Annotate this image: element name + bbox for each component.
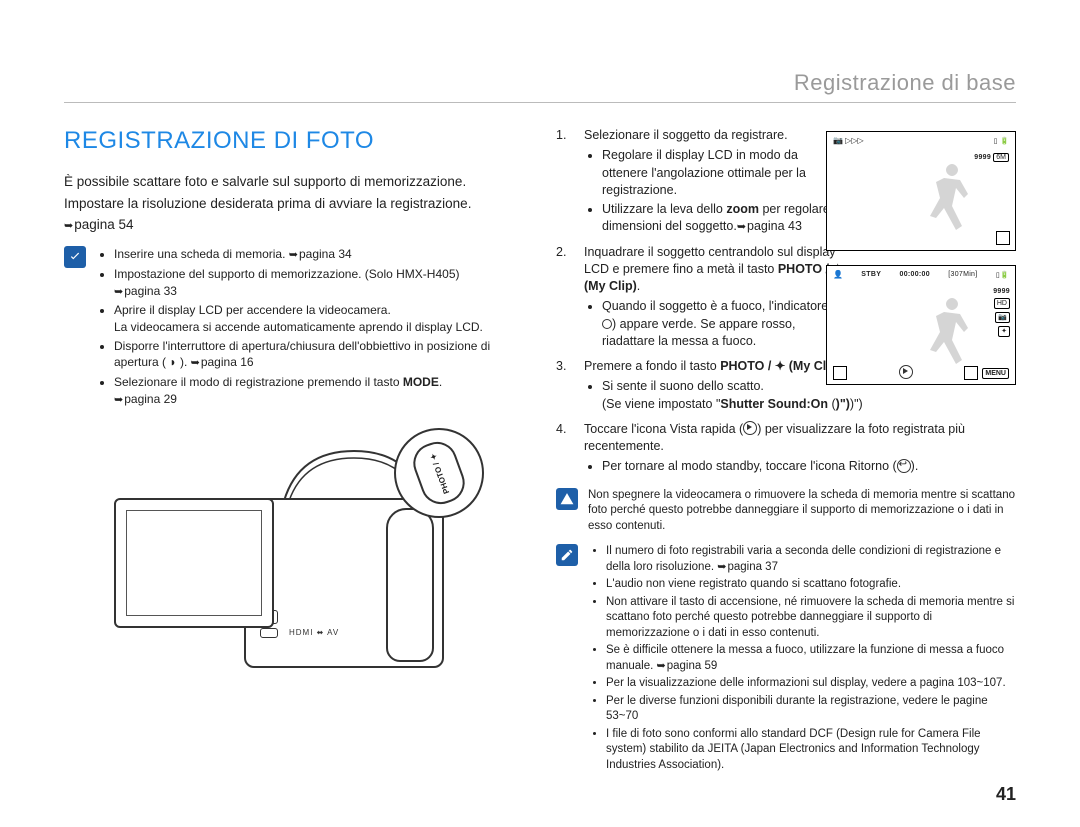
quickview-icon [743,421,757,435]
battery-icon: ▯🔋 [996,271,1009,279]
lcd-photo-mode: 📷 ▷▷▷ ▯ 🔋 9999 6M [826,131,1016,251]
list-item: Non attivare il tasto di accensione, né … [606,595,1016,642]
intro-page-ref: pagina 54 [64,217,524,232]
list-item: I file di foto sono conformi allo standa… [606,727,1016,774]
skater-silhouette [917,290,987,370]
checkmark-icon [64,246,86,268]
pencil-icon [556,544,578,566]
badge-icon: 📷 [995,312,1010,323]
time-counter: 00:00:00 [900,271,930,278]
list-item: Utilizzare la leva dello zoom per regola… [602,201,844,236]
step-4: 4. Toccare l'icona Vista rapida () per v… [556,421,1016,478]
battery-icon: ▯ 🔋 [994,137,1009,145]
badge-icon: ✦ [998,326,1010,337]
quickview-icon [996,231,1010,245]
return-icon [897,459,911,473]
list-item: Se è difficile ottenere la messa a fuoco… [606,643,1016,674]
page-title: REGISTRAZIONE DI FOTO [64,127,524,155]
lcd-previews: 📷 ▷▷▷ ▯ 🔋 9999 6M 👤 STBY 00:00:00 [307 [826,131,1016,399]
notes-block: Il numero di foto registrabili varia a s… [556,544,1016,775]
list-item: Per tornare al modo standby, toccare l'i… [602,458,1016,475]
list-item: L'audio non viene registrato quando si s… [606,577,1016,593]
skater-silhouette [917,156,987,236]
return-icon [833,366,847,380]
precheck-list: Inserire una scheda di memoria. pagina 3… [96,246,524,410]
list-item: Regolare il display LCD in modo da otten… [602,147,844,199]
list-item: Inserire una scheda di memoria. pagina 3… [114,246,524,263]
list-item: Il numero di foto registrabili varia a s… [606,544,1016,575]
badge-icon: HD [994,298,1010,309]
warning-icon [556,488,578,510]
focus-dot-icon [602,319,612,329]
ports-label: HDMI ⬌ AV [289,628,339,637]
quickview-play-icon [899,365,913,379]
list-item: Aprire il display LCD per accendere la v… [114,302,524,336]
right-column: 📷 ▷▷▷ ▯ 🔋 9999 6M 👤 STBY 00:00:00 [307 [556,127,1016,775]
page-number: 41 [996,784,1016,805]
list-item: Per le diverse funzioni disponibili dura… [606,694,1016,725]
remain-label: [307Min] [948,271,977,278]
stby-label: STBY [861,271,881,278]
resolution-badge: 6M [993,153,1009,162]
list-item: Quando il soggetto è a fuoco, l'indicato… [602,298,844,350]
camera-icon: 📷 ▷▷▷ [833,136,864,145]
precheck-block: Inserire una scheda di memoria. pagina 3… [64,246,524,410]
mode-icon: 👤 [833,270,843,279]
notes-list: Il numero di foto registrabili varia a s… [588,544,1016,775]
lcd-video-mode: 👤 STBY 00:00:00 [307Min] ▯🔋 9999 HD 📷 ✦ [826,265,1016,385]
intro-line1: È possibile scattare foto e salvarle sul… [64,173,524,191]
camcorder-illustration: PHOTO / ✦ HDMI ⬌ AV [114,428,474,708]
warning-text: Non spegnere la videocamera o rimuovere … [588,488,1016,535]
photo-button-detail: PHOTO / ✦ [394,428,484,518]
photo-count: 9999 [993,288,1010,295]
list-item: Disporre l'interruttore di apertura/chiu… [114,338,524,372]
section-label: Registrazione di base [64,70,1016,103]
warning-block: Non spegnere la videocamera o rimuovere … [556,488,1016,535]
list-item: Per la visualizzazione delle informazion… [606,676,1016,692]
left-column: REGISTRAZIONE DI FOTO È possibile scatta… [64,127,524,775]
intro-line2: Impostare la risoluzione desiderata prim… [64,195,524,213]
list-item: Impostazione del supporto di memorizzazi… [114,266,524,300]
list-item: Selezionare il modo di registrazione pre… [114,374,524,408]
